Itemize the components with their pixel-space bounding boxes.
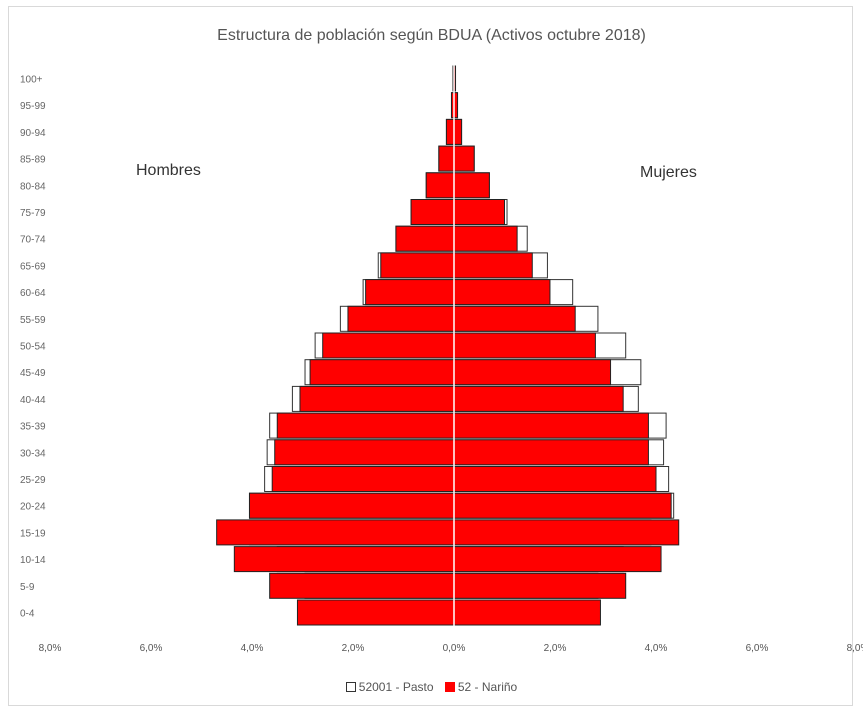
bar-men-narino-60-64: [365, 279, 455, 306]
bar-women-narino-60-64: [453, 279, 551, 306]
x-tick-label-0: 8,0%: [39, 643, 62, 654]
bar-women-narino-90-94: [453, 118, 463, 145]
legend-label-narino: 52 - Nariño: [457, 680, 518, 694]
bar-men-narino-50-54: [322, 332, 455, 359]
legend-swatch-pasto: [345, 682, 356, 692]
bar-women-narino-20-24: [453, 492, 672, 519]
bar-women-narino-30-34: [453, 439, 649, 466]
legend-label-pasto: 52001 - Pasto: [358, 680, 434, 694]
y-tick-label-40-44: 40-44: [20, 395, 46, 406]
bar-men-narino-30-34: [274, 439, 455, 466]
y-tick-label-25-29: 25-29: [20, 475, 46, 486]
x-tick-label-8: 8,0%: [847, 643, 863, 654]
x-tick-label-2: 4,0%: [241, 643, 264, 654]
bar-women-narino-0-4: [453, 599, 601, 626]
y-tick-label-100+: 100+: [20, 75, 43, 86]
bar-men-narino-45-49: [309, 359, 455, 386]
bar-men-narino-35-39: [276, 412, 455, 439]
y-tick-label-95-99: 95-99: [20, 101, 46, 112]
bar-women-narino-35-39: [453, 412, 649, 439]
x-tick-label-6: 4,0%: [645, 643, 668, 654]
bar-women-narino-75-79: [453, 199, 505, 225]
y-tick-label-10-14: 10-14: [20, 555, 46, 566]
bar-women-narino-55-59: [453, 305, 576, 332]
legend: 52001 - Pasto 52 - Nariño: [0, 680, 863, 695]
bar-men-narino-70-74: [395, 225, 455, 252]
bar-women-narino-70-74: [453, 225, 518, 252]
bar-men-narino-85-89: [438, 145, 455, 172]
x-tick-label-7: 6,0%: [746, 643, 769, 654]
bar-men-narino-80-84: [425, 172, 455, 199]
y-tick-label-85-89: 85-89: [20, 155, 46, 166]
y-tick-label-50-54: 50-54: [20, 342, 46, 353]
legend-swatch-narino: [444, 682, 455, 692]
bar-men-narino-0-4: [296, 599, 455, 626]
men-label: Hombres: [136, 162, 201, 179]
y-tick-label-0-4: 0-4: [20, 609, 35, 620]
bar-women-narino-15-19: [453, 519, 680, 546]
bar-men-narino-5-9: [269, 572, 455, 599]
bar-women-narino-25-29: [453, 466, 657, 492]
bar-men-narino-40-44: [299, 385, 455, 412]
bar-women-narino-40-44: [453, 385, 624, 412]
x-tick-label-5: 2,0%: [544, 643, 567, 654]
bar-women-narino-5-9: [453, 572, 627, 599]
chart-title: Estructura de población según BDUA (Acti…: [217, 27, 646, 44]
y-tick-label-45-49: 45-49: [20, 368, 46, 379]
y-tick-label-55-59: 55-59: [20, 315, 46, 326]
y-tick-label-60-64: 60-64: [20, 288, 46, 299]
legend-item-narino: 52 - Nariño: [444, 680, 518, 694]
y-tick-label-35-39: 35-39: [20, 422, 46, 433]
y-tick-label-90-94: 90-94: [20, 128, 46, 139]
y-tick-label-70-74: 70-74: [20, 235, 46, 246]
y-tick-label-20-24: 20-24: [20, 502, 46, 513]
y-tick-label-15-19: 15-19: [20, 528, 46, 539]
bar-men-narino-20-24: [248, 492, 455, 519]
bar-women-narino-45-49: [453, 359, 612, 386]
bar-men-narino-65-69: [380, 252, 455, 279]
y-tick-label-65-69: 65-69: [20, 261, 46, 272]
bar-women-narino-50-54: [453, 332, 596, 359]
legend-item-pasto: 52001 - Pasto: [345, 680, 434, 694]
women-label: Mujeres: [640, 164, 697, 181]
bar-women-narino-80-84: [453, 172, 490, 199]
x-tick-label-1: 6,0%: [140, 643, 163, 654]
x-tick-label-4: 0,0%: [443, 643, 466, 654]
bar-women-narino-85-89: [453, 145, 475, 172]
bar-women-narino-10-14: [453, 546, 662, 573]
y-tick-label-30-34: 30-34: [20, 448, 46, 459]
y-tick-label-75-79: 75-79: [20, 208, 46, 219]
bar-men-narino-90-94: [445, 118, 455, 145]
bar-men-narino-15-19: [216, 519, 455, 546]
bar-men-narino-75-79: [410, 199, 455, 225]
x-tick-label-3: 2,0%: [342, 643, 365, 654]
bar-men-narino-25-29: [271, 466, 455, 492]
bar-men-narino-10-14: [233, 546, 455, 573]
bar-men-narino-55-59: [347, 305, 455, 332]
bar-women-narino-65-69: [453, 252, 533, 279]
y-tick-label-5-9: 5-9: [20, 582, 35, 593]
y-tick-label-80-84: 80-84: [20, 181, 46, 192]
